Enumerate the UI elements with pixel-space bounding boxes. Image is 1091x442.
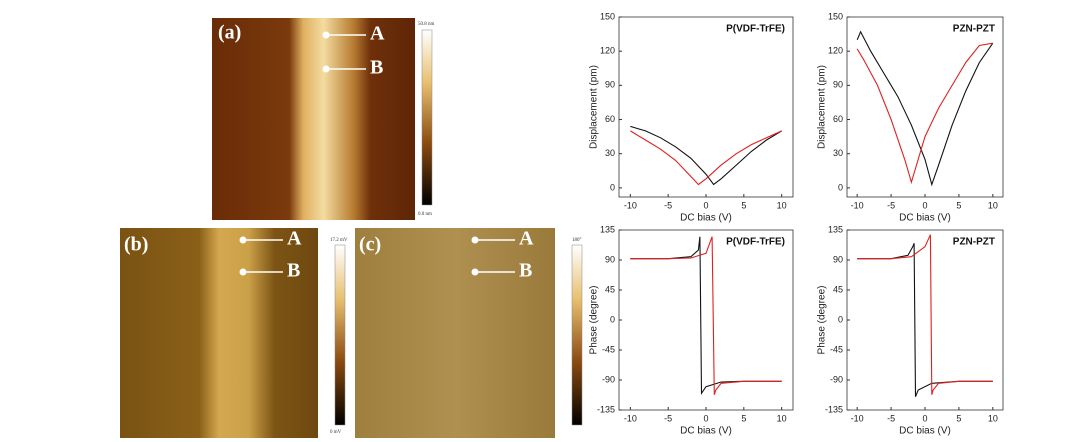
y-tick-label: 45 <box>833 284 843 294</box>
y-tick-label: 150 <box>600 11 615 21</box>
x-axis-label: DC bias (V) <box>899 426 951 437</box>
y-tick-label: -90 <box>602 374 615 384</box>
y-tick-label: 120 <box>828 46 843 56</box>
y-tick-label: 30 <box>833 148 843 158</box>
panel-label: (a) <box>218 22 241 44</box>
x-tick-label: -5 <box>664 200 672 210</box>
marker-label: B <box>519 260 532 282</box>
colorbar <box>421 29 433 206</box>
x-tick-label: 0 <box>703 200 708 210</box>
y-tick-label: 135 <box>600 224 615 234</box>
chart-title: P(VDF-TrFE) <box>726 24 785 35</box>
data-line <box>630 125 782 186</box>
marker-label: A <box>370 23 385 45</box>
x-axis-label: DC bias (V) <box>899 213 951 224</box>
plot-frame <box>846 16 1004 198</box>
y-tick-label: 45 <box>605 284 615 294</box>
x-tick-label: 10 <box>777 413 787 423</box>
x-tick-label: 0 <box>922 200 927 210</box>
panel-label: (c) <box>359 234 381 256</box>
y-tick-label: 60 <box>833 114 843 124</box>
y-tick-label: 150 <box>828 11 843 21</box>
colorbar-label: 180° <box>572 238 582 243</box>
y-tick-label: 90 <box>833 254 843 264</box>
chart-title: PZN-PZT <box>953 24 995 35</box>
x-axis-label: DC bias (V) <box>680 213 732 224</box>
x-tick-label: -10 <box>624 413 637 423</box>
marker-label: A <box>519 228 534 250</box>
y-tick-label: -45 <box>602 344 615 354</box>
y-tick-label: 90 <box>605 254 615 264</box>
y-tick-label: 90 <box>605 80 615 90</box>
y-tick-label: 135 <box>828 224 843 234</box>
afm-image <box>120 228 318 438</box>
y-axis-label: Displacement (pm) <box>817 65 828 149</box>
y-tick-label: -90 <box>830 374 843 384</box>
x-tick-label: -10 <box>851 413 864 423</box>
y-tick-label: 30 <box>605 148 615 158</box>
marker-label: B <box>287 260 300 282</box>
marker-label: A <box>287 228 302 250</box>
data-line <box>630 130 782 186</box>
x-tick-label: -5 <box>664 413 672 423</box>
data-line <box>857 243 993 397</box>
colorbar-label: 17.2 mV <box>330 238 348 243</box>
data-line <box>630 236 782 395</box>
colorbar <box>571 244 583 426</box>
y-tick-label: 60 <box>605 114 615 124</box>
afm-image <box>355 228 555 438</box>
x-tick-label: 5 <box>741 200 746 210</box>
y-tick-label: 0 <box>838 182 843 192</box>
x-axis-label: DC bias (V) <box>680 426 732 437</box>
colorbar-label: 0.0 nm <box>418 212 432 217</box>
x-tick-label: 10 <box>988 413 998 423</box>
y-tick-label: 0 <box>610 314 615 324</box>
colorbar-label: 0 mV <box>330 430 342 435</box>
data-line <box>856 30 994 187</box>
marker-label: B <box>370 57 383 79</box>
x-tick-label: -10 <box>624 200 637 210</box>
x-tick-label: 10 <box>777 200 787 210</box>
y-axis-label: Phase (degree) <box>589 286 600 355</box>
panel-label: (b) <box>124 234 148 256</box>
colorbar-label: 50.8 nm <box>418 22 435 27</box>
y-axis-label: Displacement (pm) <box>589 65 600 149</box>
data-line <box>856 42 993 185</box>
x-tick-label: 5 <box>956 200 961 210</box>
y-tick-label: 120 <box>600 46 615 56</box>
x-tick-label: 0 <box>922 413 927 423</box>
chart-title: P(VDF-TrFE) <box>726 237 785 248</box>
x-tick-label: 10 <box>988 200 998 210</box>
x-tick-label: 5 <box>956 413 961 423</box>
x-tick-label: 5 <box>741 413 746 423</box>
data-line <box>857 234 993 395</box>
y-tick-label: 0 <box>610 182 615 192</box>
colorbar <box>334 244 346 426</box>
plot-frame <box>618 16 794 198</box>
y-tick-label: 90 <box>833 80 843 90</box>
y-tick-label: -45 <box>830 344 843 354</box>
chart-title: PZN-PZT <box>953 237 995 248</box>
y-tick-label: 0 <box>838 314 843 324</box>
x-tick-label: 0 <box>703 413 708 423</box>
x-tick-label: -10 <box>851 200 864 210</box>
y-tick-label: -135 <box>597 404 615 414</box>
x-tick-label: -5 <box>887 413 895 423</box>
y-tick-label: -135 <box>825 404 843 414</box>
afm-image <box>212 18 415 220</box>
x-tick-label: -5 <box>887 200 895 210</box>
plot-frame <box>618 229 794 411</box>
plot-frame <box>846 229 1004 411</box>
data-line <box>630 236 782 396</box>
y-axis-label: Phase (degree) <box>817 286 828 355</box>
